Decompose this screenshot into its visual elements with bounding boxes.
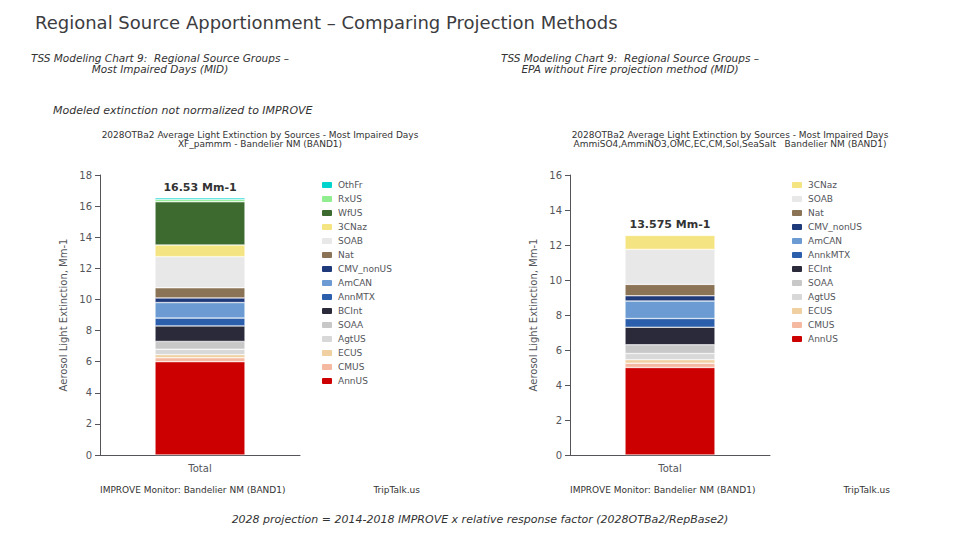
svg-text:18: 18 (79, 170, 92, 181)
svg-text:CMUS: CMUS (338, 362, 365, 372)
svg-text:AnnkMTX: AnnkMTX (808, 250, 850, 260)
svg-text:14: 14 (549, 205, 562, 216)
svg-text:Nat: Nat (338, 250, 354, 260)
svg-text:TSS Modeling Chart 9: Regional: TSS Modeling Chart 9: Regional Source Gr… (501, 51, 759, 64)
svg-text:Nat: Nat (808, 208, 824, 218)
svg-text:AnnMTX: AnnMTX (338, 292, 375, 302)
svg-text:ECUS: ECUS (338, 348, 363, 358)
svg-text:SOAA: SOAA (808, 278, 834, 288)
svg-text:2028OTBa2 Average Light Extinc: 2028OTBa2 Average Light Extinction by So… (101, 129, 419, 140)
svg-text:12: 12 (549, 240, 562, 251)
svg-text:3CNaz: 3CNaz (808, 180, 837, 190)
svg-text:16.53 Mm-1: 16.53 Mm-1 (163, 181, 236, 194)
svg-text:8: 8 (556, 310, 562, 321)
svg-text:AmmiSO4,AmmiNO3,OMC,EC,CM,Sol,: AmmiSO4,AmmiNO3,OMC,EC,CM,Sol,SeaSalt Ba… (574, 139, 887, 149)
svg-text:AnnUS: AnnUS (338, 376, 368, 386)
svg-text:AmCAN: AmCAN (338, 278, 372, 288)
svg-text:12: 12 (79, 263, 92, 274)
svg-text:WfUS: WfUS (338, 208, 363, 218)
svg-text:SOAA: SOAA (338, 320, 364, 330)
svg-text:AgtUS: AgtUS (808, 292, 836, 302)
svg-text:2: 2 (556, 415, 562, 426)
svg-text:CMV_nonUS: CMV_nonUS (338, 264, 392, 274)
svg-text:ECUS: ECUS (808, 306, 833, 316)
svg-text:0: 0 (556, 450, 562, 461)
svg-text:Modeled extinction not normali: Modeled extinction not normalized to IMP… (53, 104, 313, 117)
svg-text:Aerosol Light Extinction, Mm-1: Aerosol Light Extinction, Mm-1 (528, 239, 539, 392)
svg-text:Total: Total (187, 463, 211, 474)
svg-text:SOAB: SOAB (808, 194, 833, 204)
svg-text:TripTalk.us: TripTalk.us (842, 485, 890, 495)
svg-text:10: 10 (549, 275, 562, 286)
svg-text:14: 14 (79, 232, 92, 243)
svg-text:4: 4 (556, 380, 562, 391)
svg-text:IMPROVE Monitor: Bandelier NM: IMPROVE Monitor: Bandelier NM (BAND1) (570, 485, 756, 495)
svg-text:XF_pammm - Bandelier NM (BAND1: XF_pammm - Bandelier NM (BAND1) (178, 139, 342, 149)
svg-text:Regional Source Apportionment: Regional Source Apportionment – Comparin… (35, 12, 618, 33)
svg-text:2028 projection = 2014-2018 IM: 2028 projection = 2014-2018 IMPROVE x re… (232, 513, 729, 526)
svg-text:SOAB: SOAB (338, 236, 363, 246)
svg-text:2028OTBa2 Average Light Extinc: 2028OTBa2 Average Light Extinction by So… (571, 129, 889, 140)
svg-text:AmCAN: AmCAN (808, 236, 842, 246)
svg-text:6: 6 (86, 356, 92, 367)
svg-text:TSS Modeling Chart 9: Regional: TSS Modeling Chart 9: Regional Source Gr… (31, 51, 289, 64)
svg-text:13.575 Mm-1: 13.575 Mm-1 (630, 218, 711, 231)
svg-text:Aerosol Light Extinction, Mm-1: Aerosol Light Extinction, Mm-1 (58, 239, 69, 392)
svg-text:RxUS: RxUS (338, 194, 362, 204)
svg-text:BCInt: BCInt (338, 306, 363, 316)
svg-text:AnnUS: AnnUS (808, 334, 838, 344)
svg-text:OthFr: OthFr (338, 180, 363, 190)
svg-text:CMUS: CMUS (808, 320, 835, 330)
svg-text:Most Impaired Days (MID): Most Impaired Days (MID) (92, 63, 229, 75)
svg-text:0: 0 (86, 450, 92, 461)
svg-text:4: 4 (86, 387, 92, 398)
svg-text:8: 8 (86, 325, 92, 336)
svg-text:3CNaz: 3CNaz (338, 222, 367, 232)
svg-text:16: 16 (79, 201, 92, 212)
svg-text:AgtUS: AgtUS (338, 334, 366, 344)
svg-text:ECInt: ECInt (808, 264, 832, 274)
svg-text:CMV_nonUS: CMV_nonUS (808, 222, 862, 232)
svg-text:2: 2 (86, 418, 92, 429)
svg-text:EPA without Fire projection me: EPA without Fire projection method (MID) (521, 63, 738, 75)
svg-text:TripTalk.us: TripTalk.us (372, 485, 420, 495)
svg-text:10: 10 (79, 294, 92, 305)
svg-text:Total: Total (657, 463, 681, 474)
svg-text:16: 16 (549, 170, 562, 181)
svg-text:IMPROVE Monitor: Bandelier NM: IMPROVE Monitor: Bandelier NM (BAND1) (100, 485, 286, 495)
svg-text:6: 6 (556, 345, 562, 356)
